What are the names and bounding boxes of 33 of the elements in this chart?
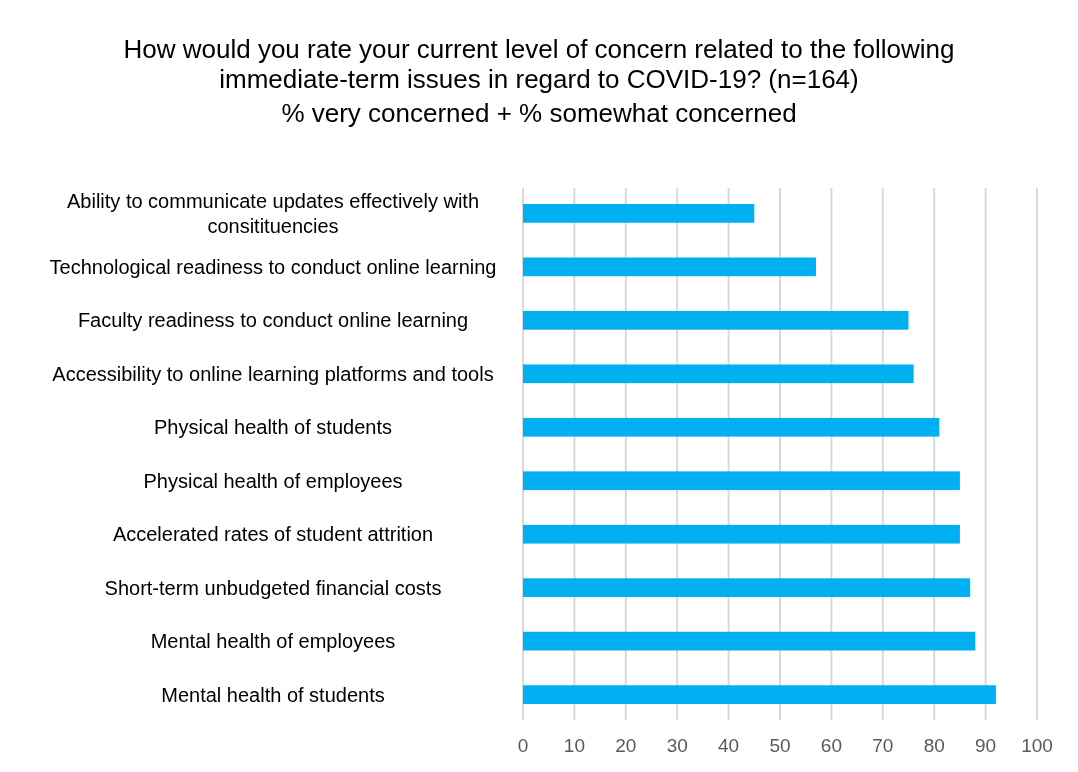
y-tick-label: Faculty readiness to conduct online learning [77,309,469,332]
y-tick-label: Technological readiness to conduct online learning [49,255,497,278]
x-tick-label: 80 [923,735,945,756]
chart-subtitle: % very concerned + % somewhat concerned [281,98,797,128]
bar [523,364,914,384]
y-tick-label: Accelerated rates of student attrition [112,523,434,546]
x-tick-label: 100 [1021,735,1053,756]
x-tick-label: 50 [769,735,791,756]
x-tick-label: 40 [718,735,740,756]
x-tick-label: 10 [563,735,585,756]
y-tick-label: Physical health of employees [143,469,403,492]
bar [523,257,816,277]
bar [523,310,909,330]
y-tick-label: Ability to communicate updates effectively with consitituencies [66,189,480,237]
y-tick-label: Short-term unbudgeted financial costs [104,576,442,599]
x-tick-label: 90 [975,735,997,756]
x-tick-label: 0 [517,735,529,756]
bar [523,578,971,598]
y-tick-label: Mental health of employees [150,630,396,653]
y-tick-label: Physical health of students [154,416,392,439]
x-tick-label: 20 [615,735,637,756]
y-tick-label: Accessibility to online learning platforms and tools [52,362,494,385]
bar [523,204,755,223]
bar [523,417,940,437]
chart-title: How would you rate your current level of concern related to the following immediate-term issues in regard to COVID-19? (n=164) [123,34,955,94]
bar [523,631,976,651]
bar [523,685,996,704]
bar [523,524,960,544]
bar [523,471,960,491]
x-tick-label: 30 [666,735,688,756]
x-tick-label: 60 [820,735,842,756]
x-tick-label: 70 [872,735,894,756]
y-tick-label: Mental health of students [161,683,385,706]
